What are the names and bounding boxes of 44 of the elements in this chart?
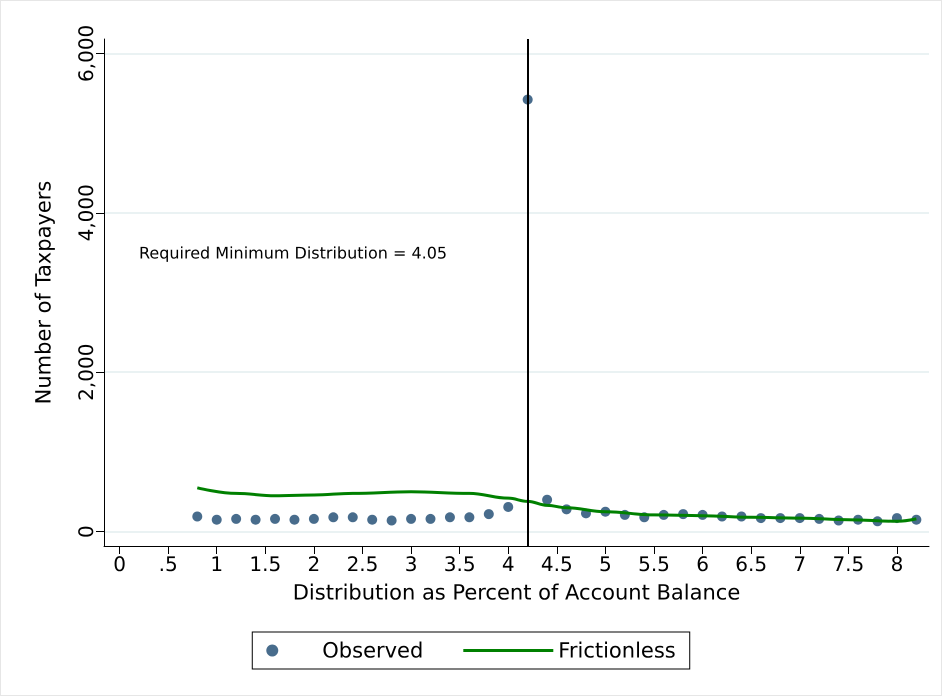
point: [426, 514, 436, 524]
legend-label: Frictionless: [558, 638, 676, 662]
point: [386, 515, 397, 526]
point: [464, 512, 474, 522]
point: [250, 514, 261, 525]
x-tick-label: 0: [113, 552, 126, 576]
point: [212, 514, 222, 525]
point: [367, 514, 378, 525]
y-tick-label: 6,000: [74, 24, 98, 82]
y-tick-label: 2,000: [74, 344, 98, 401]
point: [484, 509, 494, 520]
point: [406, 514, 416, 524]
annotation: Required Minimum Distribution = 4.05: [139, 244, 448, 262]
x-tick-label: 2: [308, 552, 320, 576]
point: [348, 512, 358, 522]
point: [231, 514, 242, 524]
point: [444, 512, 455, 522]
point: [308, 514, 319, 524]
x-tick-label: 8: [890, 552, 904, 576]
x-tick-label: 1: [210, 552, 224, 576]
point: [270, 514, 280, 524]
x-tick-label: 6: [696, 552, 709, 576]
point: [328, 512, 338, 522]
point: [503, 502, 514, 512]
x-tick-label: 2.5: [346, 552, 378, 576]
x-tick-label: 4: [502, 552, 515, 576]
point: [542, 494, 552, 505]
y-axis-title: Number of Taxpayers: [32, 180, 56, 404]
y-tick-label: 0: [74, 525, 98, 538]
x-tick-label: .5: [158, 552, 178, 576]
point: [289, 514, 300, 525]
x-tick-label: 5: [599, 552, 612, 576]
x-tick-label: 7.5: [832, 552, 864, 576]
x-tick-label: 3.5: [444, 552, 476, 576]
y-tick-label: 4,000: [74, 184, 98, 242]
legend-label: Observed: [322, 638, 424, 662]
point: [192, 512, 202, 522]
x-tick-label: 3: [404, 552, 418, 576]
x-tick-label: 5.5: [638, 552, 670, 576]
x-tick-label: 4.5: [540, 552, 573, 576]
x-tick-label: 6.5: [735, 552, 768, 576]
x-tick-label: 7: [793, 552, 806, 576]
x-axis-title: Distribution as Percent of Account Balance: [292, 580, 740, 604]
x-tick-label: 1.5: [249, 552, 282, 576]
